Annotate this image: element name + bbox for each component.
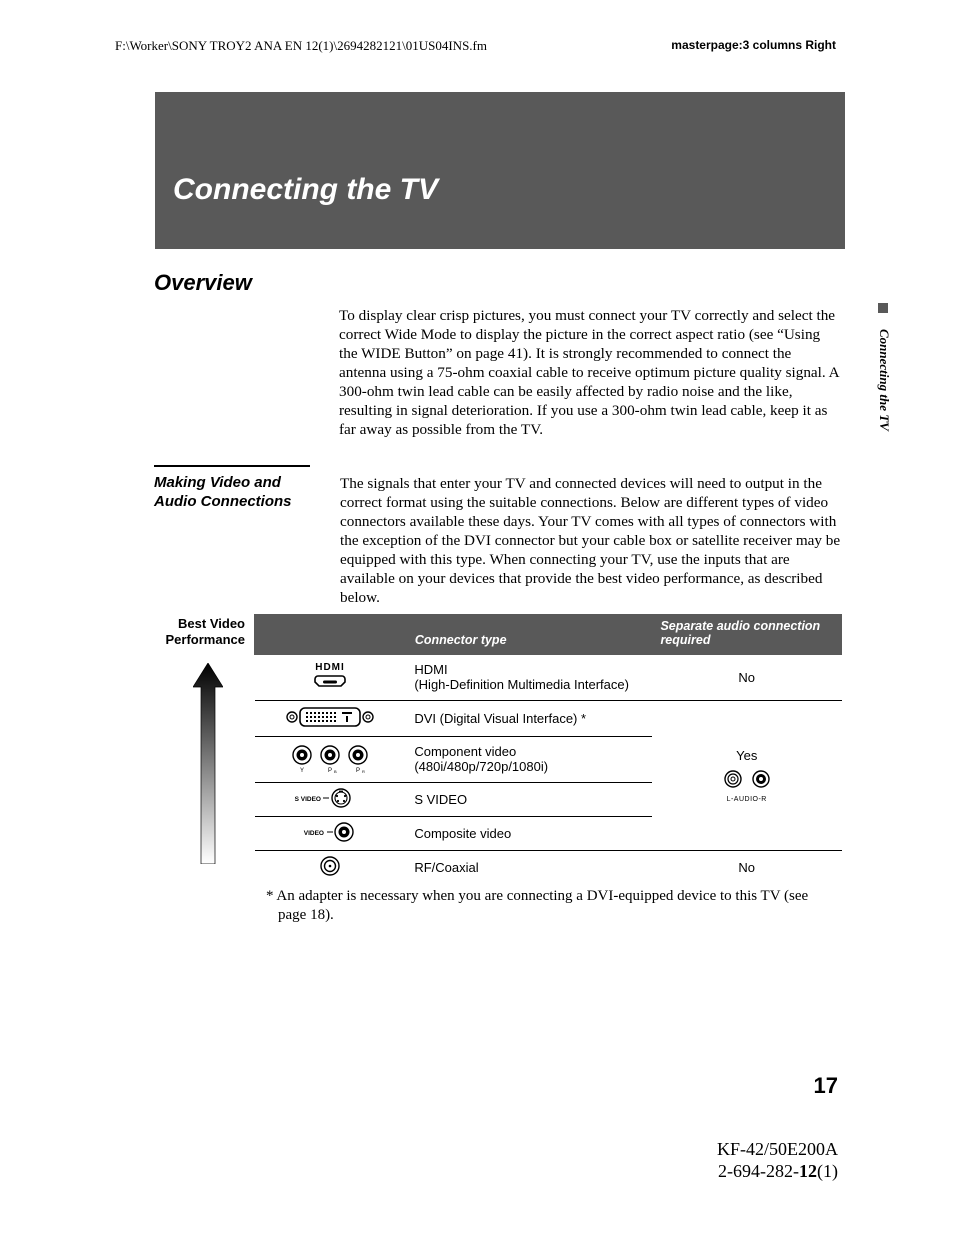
- cell-audio-yes: Yes L-AUDIO-R: [652, 700, 842, 850]
- page-number: 17: [814, 1073, 838, 1099]
- th-audio-required: Separate audio connection required: [652, 615, 842, 655]
- connector-table: Connector type Separate audio connection…: [254, 614, 842, 884]
- performance-arrow-icon: [193, 663, 223, 864]
- best-video-performance-label: Best Video Performance: [145, 616, 245, 649]
- section-heading-overview: Overview: [154, 270, 252, 296]
- subsection-heading-connections: Making Video and Audio Connections: [154, 474, 324, 512]
- svg-text:HDMI: HDMI: [316, 662, 346, 673]
- hdmi-icon: HDMI: [255, 654, 407, 700]
- svg-text:P: P: [328, 768, 332, 774]
- subsection-rule: [154, 465, 310, 467]
- audio-jacks-icon: L-AUDIO-R: [660, 769, 834, 803]
- table-row: HDMI HDMI (High-Definition Multimedia In…: [255, 654, 842, 700]
- connections-body: The signals that enter your TV and conne…: [340, 474, 842, 607]
- footer-docnum: 2-694-282-12(1): [718, 1161, 838, 1182]
- th-icon: [255, 615, 407, 655]
- composite-icon: VIDEO: [255, 816, 407, 850]
- overview-body: To display clear crisp pictures, you mus…: [339, 306, 841, 439]
- coax-icon: [255, 850, 407, 884]
- header-file-path: F:\Worker\SONY TROY2 ANA EN 12(1)\269428…: [115, 38, 487, 54]
- cell-dvi-desc: DVI (Digital Visual Interface) *: [406, 700, 652, 736]
- cell-component-desc: Component video (480i/480p/720p/1080i): [406, 736, 652, 782]
- cell-svideo-desc: S VIDEO: [406, 782, 652, 816]
- table-footnote: * An adapter is necessary when you are c…: [254, 887, 839, 925]
- side-tab-bar: [878, 303, 888, 313]
- cell-coax-desc: RF/Coaxial: [406, 850, 652, 884]
- component-icon: Y PB PR: [255, 736, 407, 782]
- audio-yes-text: Yes: [660, 748, 834, 763]
- cell-hdmi-audio: No: [652, 654, 842, 700]
- chapter-title: Connecting the TV: [173, 173, 438, 207]
- cell-coax-audio: No: [652, 850, 842, 884]
- svg-text:S VIDEO: S VIDEO: [295, 796, 321, 803]
- footer-model: KF-42/50E200A: [717, 1139, 838, 1160]
- table-row: DVI (Digital Visual Interface) * Yes: [255, 700, 842, 736]
- svg-text:Y: Y: [300, 768, 304, 774]
- cell-composite-desc: Composite video: [406, 816, 652, 850]
- th-connector-type: Connector type: [406, 615, 652, 655]
- dvi-icon: [255, 700, 407, 736]
- svg-text:R: R: [362, 769, 365, 774]
- side-tab-text: Connecting the TV: [876, 329, 892, 431]
- svg-text:P: P: [356, 768, 360, 774]
- chapter-title-bar: Connecting the TV: [155, 92, 845, 249]
- svg-text:VIDEO: VIDEO: [304, 830, 324, 837]
- header-masterpage: masterpage:3 columns Right: [671, 38, 836, 52]
- cell-hdmi-desc: HDMI (High-Definition Multimedia Interfa…: [406, 654, 652, 700]
- svg-text:B: B: [334, 769, 337, 774]
- table-row: RF/Coaxial No: [255, 850, 842, 884]
- svideo-icon: S VIDEO: [255, 782, 407, 816]
